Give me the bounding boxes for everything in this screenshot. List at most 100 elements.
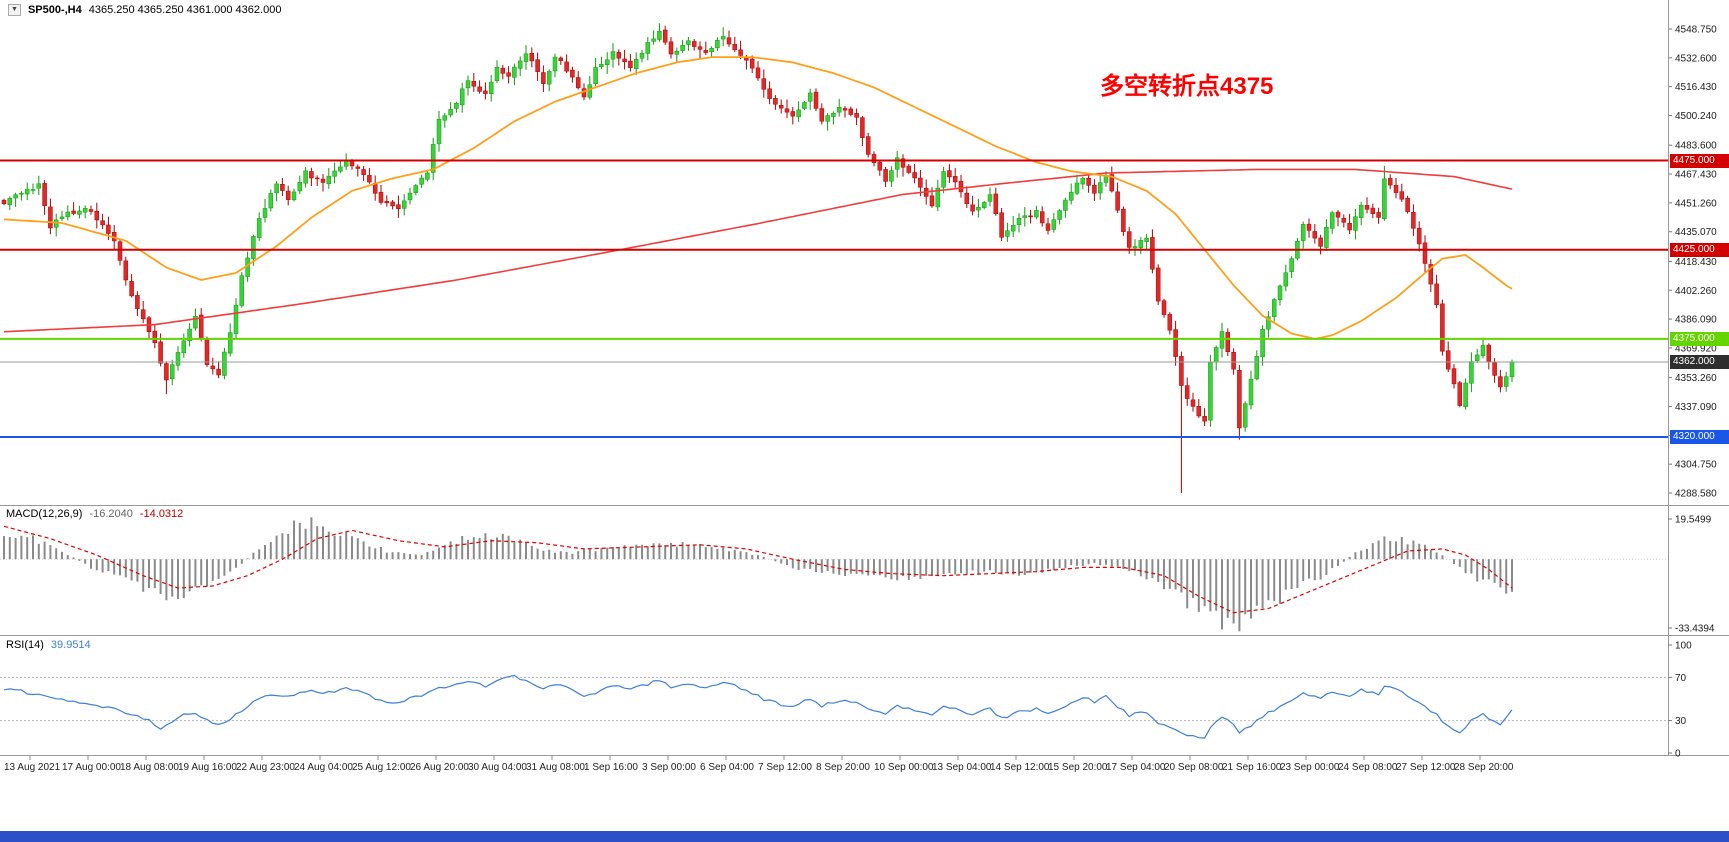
candle: [135, 295, 140, 310]
candle: [193, 315, 198, 329]
candle: [1190, 399, 1196, 407]
candle: [802, 102, 807, 109]
candle: [338, 166, 343, 172]
time-axis-label: 27 Sep 12:00: [1396, 762, 1456, 773]
time-axis-label: 13 Sep 04:00: [932, 762, 992, 773]
candle: [401, 200, 407, 209]
candle: [500, 67, 506, 74]
candle: [204, 339, 210, 365]
macd-signal-line: [3, 525, 1513, 614]
candle: [448, 109, 453, 116]
price-level-chip: 4475.000: [1670, 154, 1729, 168]
rsi-indicator-header: RSI(14) 39.9514: [6, 639, 91, 651]
candle: [19, 193, 24, 195]
candle: [436, 118, 442, 145]
candle: [1335, 211, 1341, 218]
candle: [117, 241, 123, 261]
candle: [680, 44, 685, 51]
candle: [628, 60, 633, 68]
price-axis-label: 4516.430: [1675, 82, 1717, 93]
rsi-axis-label: 30: [1675, 716, 1687, 727]
chart-dropdown-icon[interactable]: ▼: [8, 4, 21, 16]
candle: [738, 49, 743, 56]
time-axis-label: 23 Sep 00:00: [1280, 762, 1340, 773]
candle: [703, 50, 709, 53]
ma-fast-line: [3, 56, 1513, 340]
candle: [767, 88, 772, 99]
candle: [82, 208, 88, 213]
candle: [367, 175, 372, 183]
candle: [413, 185, 419, 193]
price-axis-label: 4353.260: [1675, 373, 1717, 384]
candle: [889, 170, 894, 182]
candle: [970, 204, 975, 212]
candle: [1312, 231, 1318, 239]
candle: [529, 53, 535, 62]
candle: [1, 199, 7, 204]
candle: [285, 190, 291, 200]
candle: [1277, 285, 1283, 301]
candle: [320, 178, 326, 183]
candle: [854, 113, 859, 118]
price-axis-label: 4386.090: [1675, 315, 1717, 326]
candle: [1080, 178, 1086, 185]
candle: [1393, 185, 1399, 193]
candle: [256, 218, 262, 238]
time-axis-label: 17 Aug 00:00: [62, 762, 121, 773]
time-axis-label: 13 Aug 2021: [4, 762, 61, 773]
ma-slow-line: [3, 168, 1513, 333]
candle: [825, 115, 830, 122]
candle: [1225, 332, 1231, 352]
candle: [1121, 208, 1126, 233]
candle: [610, 51, 616, 60]
price-axis-label: 4369.920: [1675, 343, 1717, 354]
time-axis-label: 7 Sep 12:00: [758, 762, 812, 773]
price-axis-label: 4500.240: [1675, 111, 1717, 122]
macd-signal-value: -14.0312: [139, 508, 184, 520]
candle: [471, 81, 477, 87]
candle: [1480, 345, 1486, 356]
time-axis-label: 1 Sep 16:00: [584, 762, 638, 773]
candle: [1341, 218, 1347, 223]
time-axis-label: 14 Sep 12:00: [990, 762, 1050, 773]
candle: [1422, 242, 1428, 264]
candle: [1022, 215, 1028, 218]
candle: [709, 48, 714, 53]
price-axis: 4548.750 4532.600 4516.430 4500.240 4483.600…: [1668, 25, 1717, 500]
candle: [616, 52, 622, 59]
candle: [900, 158, 906, 168]
candle: [749, 58, 755, 69]
candle: [100, 220, 105, 226]
macd-indicator-header: MACD(12,26,9) -16.2040 -14.0312: [6, 508, 183, 520]
candle: [599, 63, 604, 67]
candle: [935, 187, 941, 208]
time-axis-label: 8 Sep 20:00: [816, 762, 870, 773]
candle: [761, 78, 767, 90]
candle: [291, 191, 297, 201]
candle: [158, 341, 163, 364]
candle: [1097, 182, 1103, 194]
rsi-value: 39.9514: [50, 639, 91, 651]
price-axis-label: 4548.750: [1675, 25, 1717, 36]
candle: [697, 46, 703, 50]
time-axis-label: 26 Aug 20:00: [410, 762, 469, 773]
candle: [1034, 210, 1039, 218]
macd-main-value: -16.2040: [89, 508, 133, 520]
candle: [1196, 406, 1202, 417]
candle: [314, 177, 320, 180]
price-axis-label: 4337.090: [1675, 402, 1717, 413]
candle: [1399, 191, 1405, 200]
candle: [941, 171, 946, 188]
macd-axis-label: 19.5499: [1675, 515, 1712, 526]
candle: [848, 108, 854, 115]
candle: [784, 108, 790, 113]
candle: [7, 197, 13, 205]
price-level-chip: 4425.000: [1670, 243, 1729, 257]
candle: [390, 201, 395, 207]
candle: [906, 165, 912, 173]
price-axis-label: 4483.600: [1675, 141, 1717, 152]
candle: [303, 170, 308, 184]
candle: [13, 194, 18, 199]
time-axis-label: 20 Sep 08:00: [1164, 762, 1224, 773]
